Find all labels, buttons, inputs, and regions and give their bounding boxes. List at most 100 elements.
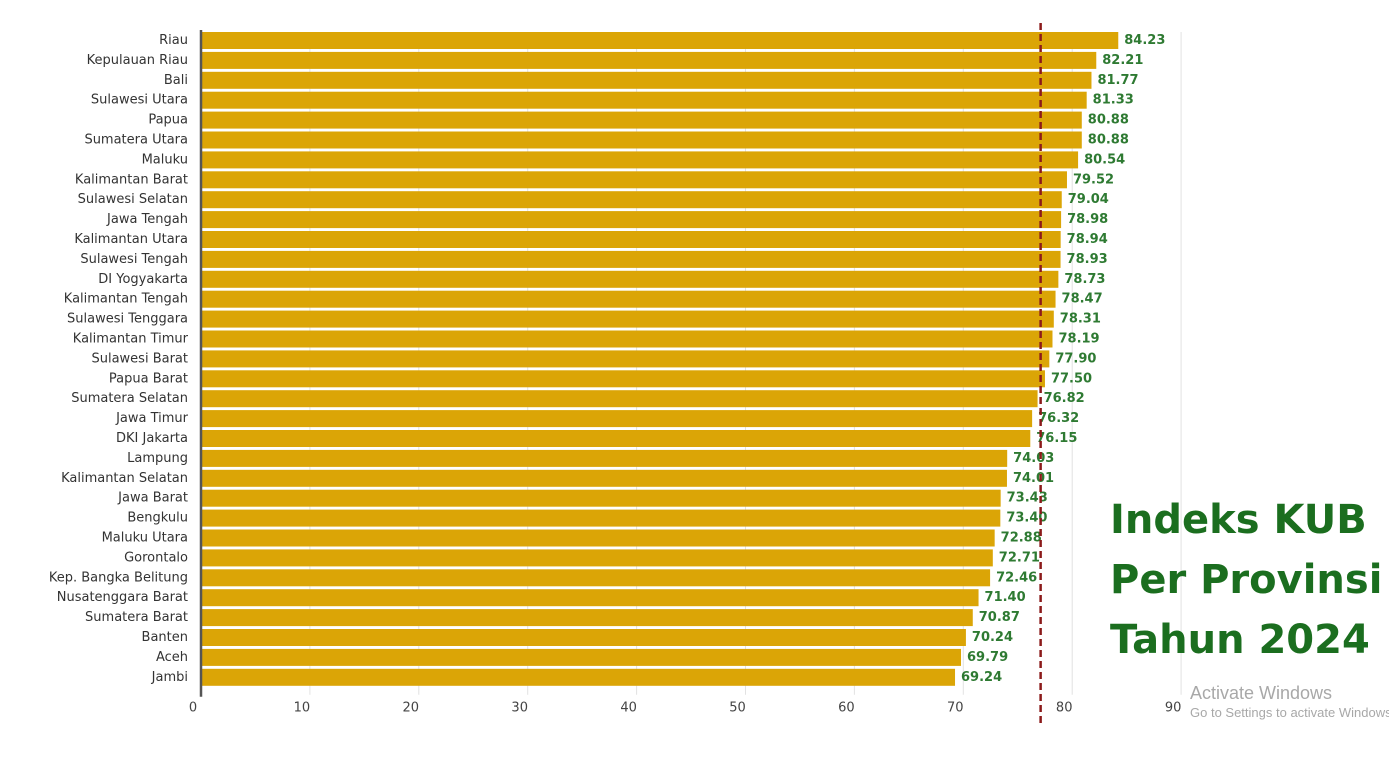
category-label-23: Jawa Barat — [117, 491, 188, 506]
category-label-30: Banten — [142, 630, 188, 645]
category-label-22: Kalimantan Selatan — [61, 471, 188, 486]
value-label-24: 73.40 — [1006, 511, 1047, 526]
category-label-2: Bali — [164, 73, 188, 88]
bar-16 — [201, 350, 1050, 368]
value-label-9: 78.98 — [1067, 212, 1108, 227]
bar-5 — [201, 131, 1082, 149]
value-label-3: 81.33 — [1093, 93, 1134, 108]
bar-15 — [201, 330, 1053, 348]
category-label-14: Sulawesi Tenggara — [67, 312, 188, 327]
value-label-29: 70.87 — [979, 610, 1020, 625]
bar-18 — [201, 390, 1038, 408]
category-label-31: Aceh — [156, 650, 188, 665]
category-label-6: Maluku — [142, 152, 188, 167]
value-label-20: 76.15 — [1036, 431, 1077, 446]
category-label-8: Sulawesi Selatan — [78, 192, 188, 207]
value-label-7: 79.52 — [1073, 172, 1114, 187]
value-label-5: 80.88 — [1088, 133, 1129, 148]
bar-28 — [201, 589, 979, 607]
value-label-8: 79.04 — [1068, 192, 1109, 207]
bar-22 — [201, 469, 1007, 487]
x-tick-label-50: 50 — [729, 701, 746, 716]
category-label-13: Kalimantan Tengah — [64, 292, 188, 307]
watermark-subtitle: Go to Settings to activate Windows. — [1190, 705, 1389, 720]
value-label-11: 78.93 — [1067, 252, 1108, 267]
bar-1 — [201, 51, 1097, 69]
x-tick-label-80: 80 — [1056, 701, 1073, 716]
bar-25 — [201, 529, 995, 547]
chart-title-line-1: Indeks KUB — [1110, 497, 1367, 543]
value-label-0: 84.23 — [1124, 33, 1165, 48]
value-label-16: 77.90 — [1055, 351, 1096, 366]
value-label-2: 81.77 — [1097, 73, 1138, 88]
bar-17 — [201, 370, 1045, 388]
category-label-11: Sulawesi Tengah — [80, 252, 188, 267]
bar-26 — [201, 549, 993, 567]
bar-29 — [201, 609, 973, 627]
category-label-28: Nusatenggara Barat — [57, 590, 188, 605]
x-tick-label-30: 30 — [511, 701, 528, 716]
value-label-19: 76.32 — [1038, 411, 1079, 426]
category-label-4: Papua — [148, 113, 188, 128]
category-label-7: Kalimantan Barat — [75, 172, 188, 187]
bar-4 — [201, 111, 1082, 129]
bar-32 — [201, 668, 956, 686]
value-label-4: 80.88 — [1088, 113, 1129, 128]
category-label-18: Sumatera Selatan — [71, 391, 188, 406]
value-label-30: 70.24 — [972, 630, 1013, 645]
bar-24 — [201, 509, 1001, 527]
category-label-0: Riau — [159, 33, 188, 48]
category-label-16: Sulawesi Barat — [91, 351, 188, 366]
value-label-21: 74.03 — [1013, 451, 1054, 466]
bar-27 — [201, 569, 991, 587]
x-tick-label-20: 20 — [403, 701, 420, 716]
value-label-32: 69.24 — [961, 670, 1002, 685]
value-label-26: 72.71 — [999, 550, 1040, 565]
category-label-1: Kepulauan Riau — [87, 53, 188, 68]
x-tick-label-10: 10 — [294, 701, 311, 716]
bar-10 — [201, 231, 1061, 248]
value-label-1: 82.21 — [1102, 53, 1143, 68]
value-label-23: 73.43 — [1007, 491, 1048, 506]
x-tick-label-70: 70 — [947, 701, 964, 716]
value-label-6: 80.54 — [1084, 152, 1125, 167]
value-label-14: 78.31 — [1060, 312, 1101, 327]
value-label-25: 72.88 — [1001, 531, 1042, 546]
value-label-12: 78.73 — [1064, 272, 1105, 287]
category-label-20: DKI Jakarta — [116, 431, 188, 446]
chart-title-line-2: Per Provinsi — [1110, 557, 1383, 603]
value-label-15: 78.19 — [1058, 332, 1099, 347]
category-label-5: Sumatera Utara — [84, 133, 188, 148]
value-label-31: 69.79 — [967, 650, 1008, 665]
value-label-18: 76.82 — [1044, 391, 1085, 406]
bar-30 — [201, 629, 966, 646]
category-label-25: Maluku Utara — [102, 531, 188, 546]
bar-23 — [201, 489, 1001, 507]
value-label-13: 78.47 — [1062, 292, 1103, 307]
bar-3 — [201, 91, 1087, 109]
category-label-32: Jambi — [151, 670, 188, 685]
watermark-title: Activate Windows — [1190, 683, 1333, 703]
value-label-17: 77.50 — [1051, 371, 1092, 386]
bar-31 — [201, 648, 962, 666]
category-label-12: DI Yogyakarta — [98, 272, 188, 287]
bar-6 — [201, 151, 1079, 169]
bar-12 — [201, 270, 1059, 288]
category-label-21: Lampung — [127, 451, 188, 466]
value-label-10: 78.94 — [1067, 232, 1108, 247]
value-label-28: 71.40 — [985, 590, 1026, 605]
value-label-27: 72.46 — [996, 570, 1037, 585]
category-label-19: Jawa Timur — [115, 411, 189, 426]
bar-14 — [201, 310, 1054, 328]
windows-activation-watermark: Activate Windows Go to Settings to activ… — [1190, 682, 1389, 722]
bar-2 — [201, 71, 1092, 89]
category-label-24: Bengkulu — [127, 511, 188, 526]
x-tick-label-0: 0 — [189, 701, 197, 716]
chart-title: Indeks KUB Per Provinsi Tahun 2024 — [1110, 490, 1385, 670]
chart-title-line-3: Tahun 2024 — [1110, 617, 1370, 663]
category-label-3: Sulawesi Utara — [91, 93, 188, 108]
x-tick-label-90: 90 — [1165, 701, 1182, 716]
category-label-10: Kalimantan Utara — [74, 232, 188, 247]
category-label-17: Papua Barat — [109, 371, 188, 386]
